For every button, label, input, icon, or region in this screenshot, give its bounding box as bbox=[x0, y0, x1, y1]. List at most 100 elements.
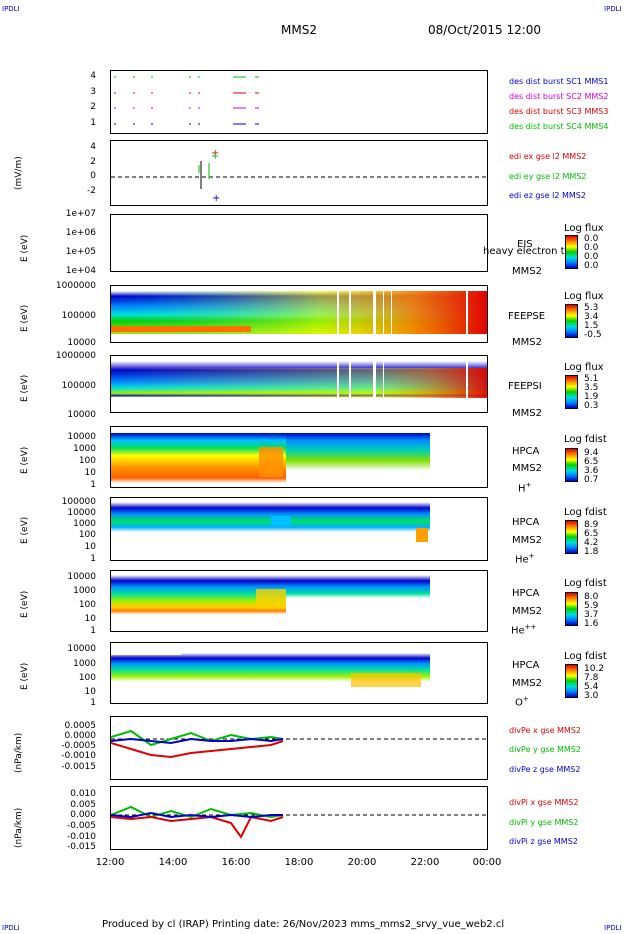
ytick: 0.0005 bbox=[64, 721, 97, 731]
panel-hpca-oplus bbox=[110, 642, 488, 704]
spacecraft-label: MMS2 bbox=[512, 408, 542, 419]
divpi-lines bbox=[111, 805, 487, 839]
colorbar-value: 0.3 bbox=[584, 401, 599, 411]
ytick: 10 bbox=[84, 614, 96, 624]
ytick: -0.005 bbox=[66, 821, 96, 831]
ytick: 1000 bbox=[73, 444, 96, 454]
xtick: 22:00 bbox=[410, 857, 440, 868]
ytick: 0 bbox=[90, 171, 96, 181]
species-label: He++ bbox=[511, 623, 536, 636]
feepsi-spectrogram bbox=[111, 361, 487, 406]
svg-text:+: + bbox=[212, 193, 220, 204]
colorbar-value: 7.8 bbox=[584, 673, 599, 683]
ytick: 10000 bbox=[67, 644, 96, 654]
colorbar bbox=[565, 520, 578, 554]
colorbar-value: 1.5 bbox=[584, 321, 599, 331]
ytick: 100000 bbox=[61, 311, 96, 321]
spacecraft-label: MMS2 bbox=[512, 606, 542, 617]
colorbar-value: 3.6 bbox=[584, 466, 599, 476]
legend-entry: divPi x gse MMS2 bbox=[509, 798, 579, 807]
colorbar-value: 5.3 bbox=[584, 303, 599, 313]
legend-entry: edi ey gse l2 MMS2 bbox=[509, 172, 587, 181]
species-charge: + bbox=[525, 481, 532, 489]
species-name: O bbox=[515, 697, 523, 709]
colorbar-title: Log flux bbox=[564, 362, 604, 373]
legend-entry: des dist burst SC2 MMS2 bbox=[509, 92, 609, 101]
ytick: 10000 bbox=[67, 572, 96, 582]
colorbar-value: 6.5 bbox=[584, 529, 599, 539]
ytick: 10 bbox=[84, 468, 96, 478]
xtick: 00:00 bbox=[472, 857, 502, 868]
ytick: 1e+06 bbox=[65, 228, 96, 238]
ytick: 10000 bbox=[67, 508, 96, 518]
y-axis-label: (mV/m) bbox=[14, 156, 24, 190]
ytick: -0.015 bbox=[66, 842, 96, 852]
ytick: -0.0005 bbox=[61, 741, 96, 751]
ytick: 0.0000 bbox=[64, 731, 97, 741]
colorbar-title: Log flux bbox=[564, 291, 604, 302]
y-axis-label: E (eV) bbox=[20, 374, 30, 402]
spacecraft-label: MMS2 bbox=[512, 463, 542, 474]
legend-entry: divPe y gse MMS2 bbox=[509, 745, 581, 754]
y-axis-label: E (eV) bbox=[20, 446, 30, 474]
spacecraft-label: MMS2 bbox=[512, 535, 542, 546]
xtick: 12:00 bbox=[95, 857, 125, 868]
colorbar-value: 0.0 bbox=[584, 243, 599, 253]
legend-entry: divPi z gse MMS2 bbox=[509, 837, 578, 846]
svg-text:+: + bbox=[211, 151, 219, 162]
y-axis-label: (nPa/km) bbox=[14, 807, 24, 848]
instrument-label: FEEPSI bbox=[508, 381, 542, 392]
panel-hpca-heplusplus bbox=[110, 570, 488, 632]
divpe-lines bbox=[111, 729, 487, 759]
ytick: -2 bbox=[87, 186, 96, 196]
ytick: 1e+05 bbox=[65, 247, 96, 257]
ytick: 1 bbox=[90, 118, 96, 128]
ytick: 0.010 bbox=[70, 789, 96, 799]
colorbar-value: 0.0 bbox=[584, 234, 599, 244]
species-name: He bbox=[515, 554, 529, 566]
corner-label-top-right: IPDLI bbox=[604, 5, 622, 13]
ytick: 100 bbox=[78, 600, 96, 610]
ytick: 1000 bbox=[73, 586, 96, 596]
ytick: 1000000 bbox=[55, 281, 96, 291]
colorbar-value: 0.0 bbox=[584, 261, 599, 271]
spacecraft-label: MMS2 bbox=[512, 337, 542, 348]
instrument-label: FEEPSE bbox=[508, 311, 546, 322]
ytick: 10000 bbox=[67, 432, 96, 442]
colorbar-value: 1.6 bbox=[584, 619, 599, 629]
y-axis-label: E (eV) bbox=[20, 304, 30, 332]
species-label: He+ bbox=[515, 552, 535, 565]
legend-entry: divPe z gse MMS2 bbox=[509, 765, 581, 774]
ytick: 1 bbox=[90, 698, 96, 708]
ytick: 1e+07 bbox=[65, 209, 96, 219]
instrument-label: HPCA bbox=[512, 446, 540, 457]
ytick: 1e+04 bbox=[65, 266, 96, 276]
ytick: 0.005 bbox=[70, 800, 96, 810]
hpca-heplus-spectrogram bbox=[111, 502, 430, 560]
species-name: H bbox=[518, 483, 526, 495]
colorbar-value: 5.1 bbox=[584, 374, 599, 384]
ytick: 10 bbox=[84, 687, 96, 697]
ytick: 3 bbox=[90, 87, 96, 97]
edi-marks: + + + bbox=[111, 148, 487, 204]
colorbar-value: -0.5 bbox=[584, 330, 602, 340]
species-name: He bbox=[511, 625, 525, 637]
xtick: 18:00 bbox=[284, 857, 314, 868]
species-charge: ++ bbox=[524, 623, 537, 631]
ytick: 1000 bbox=[73, 659, 96, 669]
colorbar-title: Log fdist bbox=[564, 651, 607, 662]
ytick: 1 bbox=[90, 626, 96, 636]
colorbar-value: 9.4 bbox=[584, 448, 599, 458]
footer-text: Produced by cl (IRAP) Printing date: 26/… bbox=[102, 919, 505, 930]
ytick: 1000 bbox=[73, 519, 96, 529]
instrument-label: HPCA bbox=[512, 660, 540, 671]
xtick: 20:00 bbox=[347, 857, 377, 868]
ytick: 2 bbox=[90, 157, 96, 167]
svg-text:+: + bbox=[211, 148, 219, 159]
ytick: 1000000 bbox=[55, 351, 96, 361]
panel-eis bbox=[110, 214, 488, 272]
date-label: 08/Oct/2015 12:00 bbox=[428, 23, 542, 37]
panel-divpe bbox=[110, 716, 488, 780]
panel-hpca-hplus bbox=[110, 426, 488, 488]
hpca-oplus-spectrogram bbox=[111, 647, 430, 703]
